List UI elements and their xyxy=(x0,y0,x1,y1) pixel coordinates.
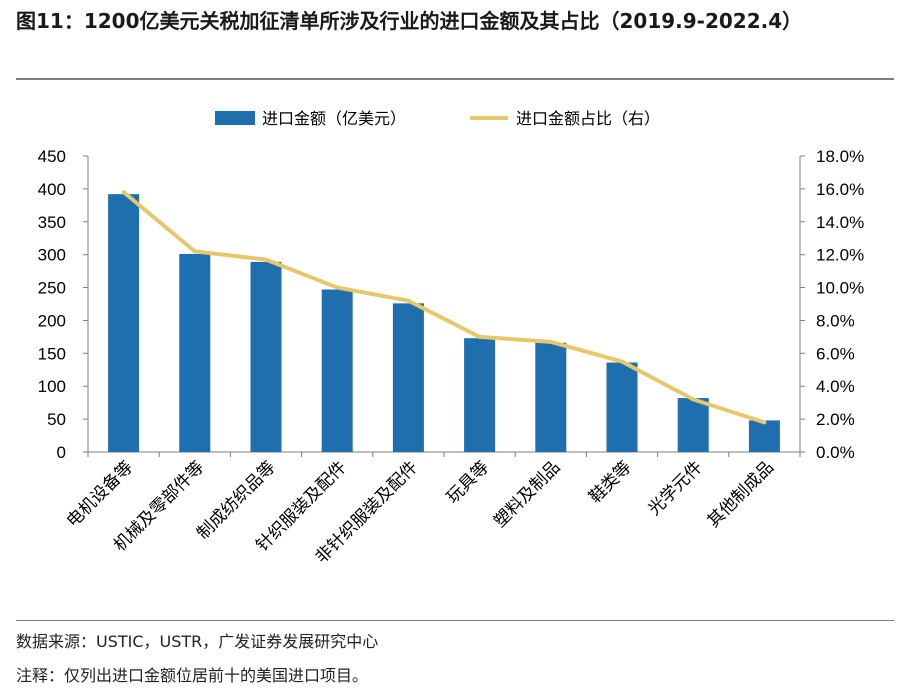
right-tick-label: 10.0% xyxy=(816,279,864,298)
right-tick-label: 0.0% xyxy=(816,443,855,462)
left-tick-label: 400 xyxy=(38,180,66,199)
left-tick-label: 350 xyxy=(38,213,66,232)
bar xyxy=(108,194,140,452)
left-tick-label: 200 xyxy=(38,311,66,330)
right-tick-label: 8.0% xyxy=(816,311,855,330)
line-point xyxy=(335,285,340,290)
bar xyxy=(748,420,780,452)
left-tick-label: 300 xyxy=(38,246,66,265)
line-point xyxy=(192,249,197,254)
right-tick-label: 4.0% xyxy=(816,377,855,396)
legend: 进口金额（亿美元） 进口金额占比（右） xyxy=(215,110,660,128)
left-tick-label: 150 xyxy=(38,344,66,363)
left-tick-label: 450 xyxy=(38,147,66,166)
line-point xyxy=(477,334,482,339)
bar xyxy=(677,398,709,452)
line-point xyxy=(691,397,696,402)
source-note: 数据来源：USTIC，USTR，广发证券发展研究中心 xyxy=(16,632,379,651)
bar xyxy=(606,362,638,452)
right-tick-label: 18.0% xyxy=(816,147,864,166)
right-tick-label: 12.0% xyxy=(816,246,864,265)
bar xyxy=(250,261,282,452)
x-tick-label: 鞋类等 xyxy=(585,457,634,506)
footnote: 注释：仅列出进口金额位居前十的美国进口项目。 xyxy=(16,666,369,685)
share-line xyxy=(122,190,766,425)
line-point xyxy=(548,339,553,344)
bar xyxy=(392,303,424,452)
legend-bar-swatch xyxy=(215,111,255,125)
x-tick-label: 电机设备等 xyxy=(63,457,137,531)
bar xyxy=(179,254,211,452)
figure-title: 图11：1200亿美元关税加征清单所涉及行业的进口金额及其占比（2019.9-2… xyxy=(16,9,803,33)
right-tick-label: 16.0% xyxy=(816,180,864,199)
axes: 0 50 100 150 200 250 300 350 400 450 0.0% 2.0% 4.0% 6… xyxy=(38,147,865,462)
right-tick-label: 14.0% xyxy=(816,213,864,232)
right-tick-label: 6.0% xyxy=(816,344,855,363)
x-tick-label: 塑料及制品 xyxy=(490,457,564,531)
bar xyxy=(321,289,353,452)
left-tick-label: 50 xyxy=(47,410,66,429)
line-point xyxy=(762,420,767,425)
bar xyxy=(535,342,567,452)
legend-bar-label: 进口金额（亿美元） xyxy=(262,110,406,128)
legend-line-label: 进口金额占比（右） xyxy=(516,110,660,128)
bar-series xyxy=(108,194,780,452)
right-tick-label: 2.0% xyxy=(816,410,855,429)
line-point xyxy=(406,298,411,303)
bar xyxy=(464,338,496,452)
line-point xyxy=(620,359,624,364)
top-divider xyxy=(16,78,894,80)
line-series xyxy=(121,190,767,425)
bar-line-chart: 进口金额（亿美元） 进口金额占比（右） 0 50 100 150 200 250 300 350… xyxy=(38,110,865,567)
left-tick-label: 0 xyxy=(57,443,66,462)
line-point xyxy=(264,257,268,262)
bottom-divider xyxy=(16,620,894,621)
x-tick-label: 光学元件 xyxy=(645,457,707,519)
left-tick-label: 100 xyxy=(38,377,66,396)
x-tick-label: 玩具等 xyxy=(443,457,492,506)
x-tick-label: 其他制成品 xyxy=(704,457,778,531)
line-point xyxy=(121,190,126,195)
left-tick-label: 250 xyxy=(38,279,66,298)
